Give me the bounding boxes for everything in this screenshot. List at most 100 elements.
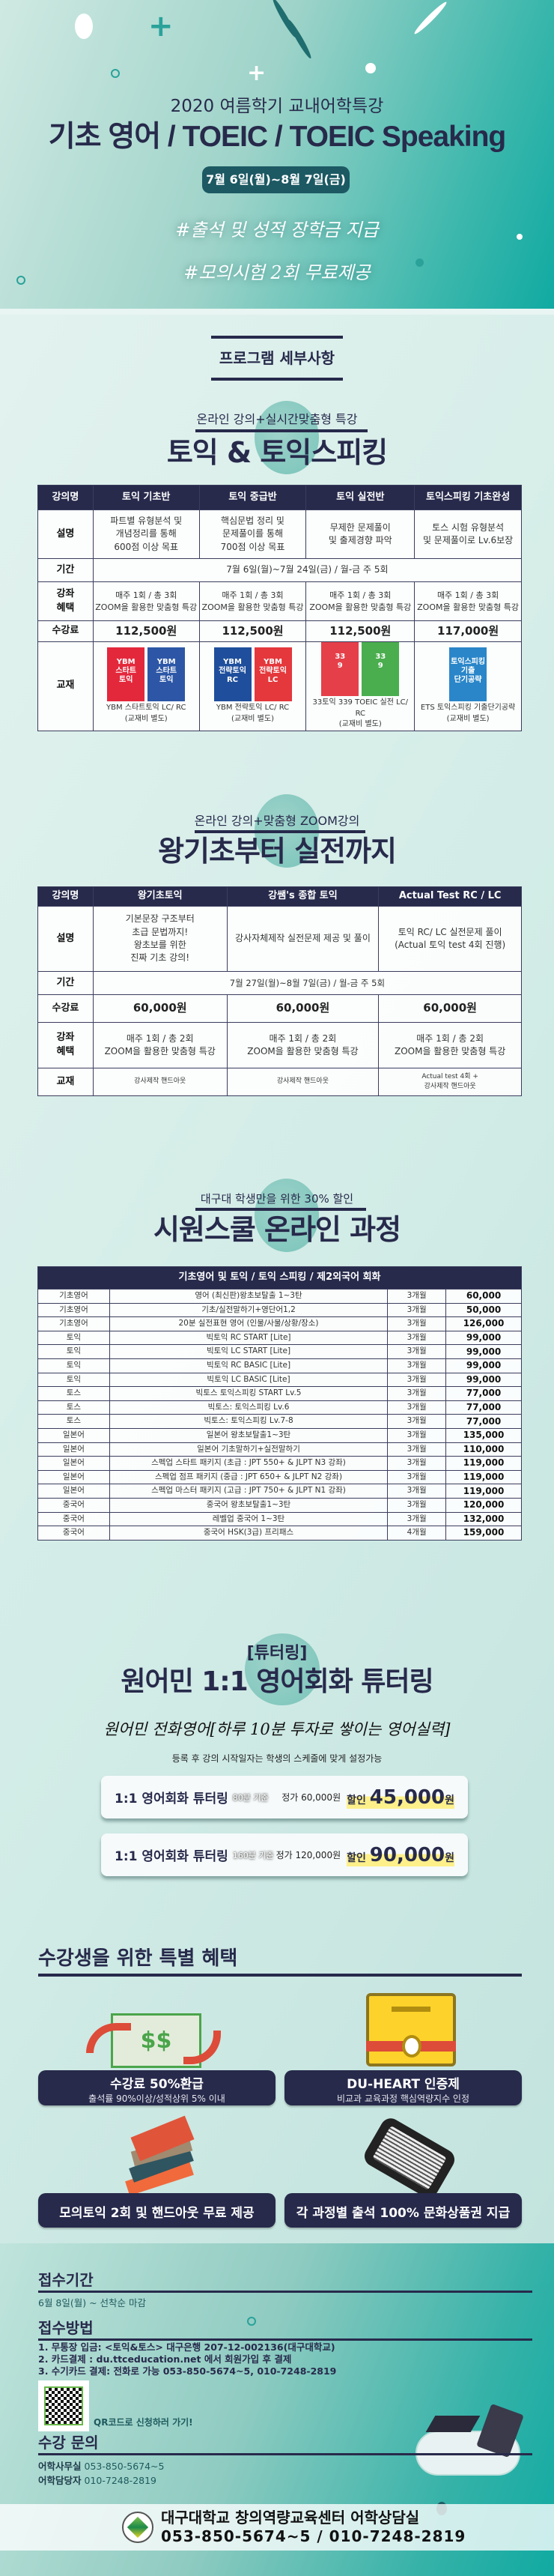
table-row: 토익 빅토익 RC START [Lite] 3개월 99,000: [37, 1330, 522, 1346]
price-cell: 99,000: [445, 1358, 522, 1373]
table-row: 기초영어 기초/실전말하기+영단어1,2 3개월 50,000: [37, 1302, 522, 1318]
course-cell: 중국어 왕초보탈출1~3탄: [109, 1497, 389, 1513]
price-cell: 135,000: [445, 1427, 522, 1443]
book-cover-image: 33 9: [362, 642, 400, 696]
duration-cell: 3개월: [387, 1511, 447, 1527]
arrow-icon: [86, 2023, 131, 2053]
section-subtitle: 온라인 강의+실시간맞춤형 특강: [196, 412, 358, 426]
table-row: 일본어 스펙업 점프 패키지 (중급 : JPT 650+ & JLPT N2 강…: [37, 1469, 522, 1485]
divider: [195, 429, 368, 432]
course-cell: 빅토익 RC BASIC [Lite]: [109, 1358, 389, 1373]
column-header: 강의명: [37, 485, 94, 510]
desc-cell: 강사자체제작 실전문제 제공 및 풀이: [226, 906, 380, 972]
price-cell: 60,000: [445, 1289, 522, 1304]
category-cell: 토스: [37, 1386, 110, 1401]
benefit-cell: 매주 1회 / 총 3회 ZOOM을 활용한 맞춤형 특강: [305, 581, 416, 621]
decor-plus-icon: +: [148, 9, 174, 43]
decor-blob: [255, 401, 319, 474]
decor-blob: [255, 1179, 319, 1252]
row-label: 강좌 혜택: [37, 1022, 94, 1068]
desc-cell: 파트별 유형분석 및 개념정리를 통해 600점 이상 목표: [92, 510, 200, 559]
decor-ring: [16, 276, 25, 285]
tutoring-plan-card[interactable]: 1:1 영어회화 튜터링 160분 기준 정가 120,000원 할인 90,0…: [101, 1833, 468, 1876]
divider: [0, 309, 554, 315]
method-title: 접수방법: [38, 2319, 94, 2337]
section-label-program: 프로그램 세부사항: [211, 336, 343, 381]
plan-name: 1:1 영어회화 튜터링: [115, 1792, 228, 1806]
category-cell: 토익: [37, 1330, 110, 1346]
method-line: 1. 무통장 입금: <토익&토스> 대구은행 207-12-002136(대구…: [38, 2341, 335, 2353]
book-cell: 33 933 9 33토익 339 TOEIC 실전 LC/ RC (교재비 별도…: [305, 641, 416, 731]
footer-strip: 대구대학교 창의역량교육센터 어학상담실 053-850-5674~5 / 01…: [0, 2504, 554, 2551]
decor-circle: [416, 258, 424, 267]
column-header: 왕기초토익: [92, 886, 228, 907]
duration-cell: 3개월: [387, 1358, 447, 1373]
benefit-title: DU-HEART 인증제: [347, 2077, 460, 2092]
discount-label: 할인: [347, 1851, 366, 1864]
benefit-cell: 매주 1회 / 총 3회 ZOOM을 활용한 맞춤형 특강: [198, 581, 307, 621]
plan-minutes: 160분 기준: [232, 1850, 274, 1860]
book-caption: ETS 토익스피킹 기출단기공략 (교재비 별도): [420, 704, 516, 723]
course-cell: 기초/실전말하기+영단어1,2: [109, 1302, 389, 1318]
benefit-cell: 매주 1회 / 총 3회 ZOOM을 활용한 맞춤형 특강: [92, 581, 200, 621]
table-row: 일본어 스펙업 마스터 패키지 (고급 : JPT 750+ & JLPT N1 …: [37, 1484, 522, 1499]
hero-subtitle: 2020 여름학기 교내어학특강: [170, 97, 384, 116]
qr-link-text[interactable]: QR코드로 신청하러 가기!: [94, 2417, 193, 2428]
divider: [195, 1208, 366, 1211]
category-cell: 토익: [37, 1358, 110, 1373]
course-cell: 빅토스 토익스피킹 START Lv.5: [109, 1386, 389, 1401]
price-cell: 77,000: [445, 1400, 522, 1415]
book-cell: YBM 전략토익 RCYBM 전략토익 LC YBM 전략토익 LC/ RC (교…: [198, 641, 307, 731]
benefit-title: 수강료 50%환급: [110, 2077, 204, 2092]
benefit-desc: 출석률 90%이상/성적상위 5% 이내: [88, 2093, 225, 2104]
footer-org: 대구대학교 창의역량교육센터 어학상담실: [161, 2509, 420, 2527]
category-cell: 일본어: [37, 1484, 110, 1499]
basic-table: 강의명 왕기초토익 강쌤's 종합 토익 Actual Test RC / LC 설명…: [37, 886, 523, 1096]
table-row: 토스 빅토스: 토익스피킹 Lv.6 3개월 77,000: [37, 1400, 522, 1415]
course-cell: 스펙업 스타트 패키지 (초급 : JPT 550+ & JLPT N3 강좌): [109, 1456, 389, 1471]
contact-label: 어학사무실: [38, 2461, 82, 2472]
contact-label: 어학담당자: [38, 2475, 82, 2486]
benefit-box: DU-HEART 인증제 비교과 교육과정 핵심역량지수 인정: [284, 2070, 522, 2105]
regular-price: 정가 60,000원: [281, 1792, 341, 1803]
decor-circle: [365, 63, 376, 73]
course-cell: 영어 (최신판)왕초보탈출 1~3탄: [109, 1289, 389, 1304]
duration-cell: 3개월: [387, 1442, 447, 1457]
desc-cell: 토스 시험 유형분석 및 문제풀이로 Lv.6보장: [414, 510, 522, 559]
duration-cell: 3개월: [387, 1427, 447, 1443]
course-cell: 일본어 기초말하기+실전말하기: [109, 1442, 389, 1457]
duration-cell: 3개월: [387, 1484, 447, 1499]
hero-banner: + + 2020 여름학기 교내어학특강 기초 영어 / TOEIC / TOE…: [0, 0, 554, 309]
duration-cell: 3개월: [387, 1330, 447, 1346]
benefit-box: 수강료 50%환급 출석률 90%이상/성적상위 5% 이내: [38, 2070, 276, 2105]
duration-cell: 3개월: [387, 1469, 447, 1485]
category-cell: 토익: [37, 1372, 110, 1388]
toeic-table: 강의명 토익 기초반 토익 중급반 토익 실전반 토익스피킹 기초완성 설명 파트별 유형…: [37, 485, 523, 731]
section-title: 시원스쿨 온라인 과정: [153, 1213, 401, 1246]
row-label: 기간: [37, 558, 94, 582]
tutoring-plan-card[interactable]: 1:1 영어회화 튜터링 80분 기준 정가 60,000원 할인 45,000…: [101, 1776, 468, 1818]
leaf-decor-icon: [412, 0, 449, 37]
fee-cell: 117,000원: [414, 620, 522, 642]
course-cell: 20분 실전표현 영어 (인물/사물/상황/장소): [109, 1316, 389, 1331]
category-cell: 중국어: [37, 1511, 110, 1527]
price-cell: 77,000: [445, 1414, 522, 1429]
column-header: 토익 중급반: [198, 485, 307, 510]
fee-cell: 60,000원: [378, 994, 522, 1023]
desc-cell: 무제한 문제풀이 및 출제경향 파악: [305, 510, 416, 559]
book-caption: 33토익 339 TOEIC 실전 LC/ RC (교재비 별도): [312, 698, 409, 728]
price-cell: 119,000: [445, 1456, 522, 1471]
arrow-icon: [183, 2031, 221, 2064]
hashtag: #모의시험 2회 무료제공: [183, 262, 371, 283]
book-cell: 강사제작 핸드아웃: [226, 1068, 380, 1096]
book-cell: YBM 스타트 토익YBM 스타트 토익 YBM 스타트토익 LC/ RC (교재…: [92, 641, 200, 731]
table-row: 토익 빅토익 LC BASIC [Lite] 3개월 99,000: [37, 1372, 522, 1388]
qr-code[interactable]: [38, 2380, 89, 2431]
divider: [38, 2291, 532, 2293]
university-logo: [122, 2512, 153, 2543]
price-unit: 원: [445, 1851, 454, 1864]
desc-cell: 기본문장 구조부터 초급 문법까지! 왕초보를 위한 진짜 기초 강의!: [92, 906, 228, 972]
benefit-title: 모의토익 2회 및 핸드아웃 무료 제공: [59, 2206, 255, 2221]
table-row: 일본어 일본어 기초말하기+실전말하기 3개월 110,000: [37, 1442, 522, 1457]
